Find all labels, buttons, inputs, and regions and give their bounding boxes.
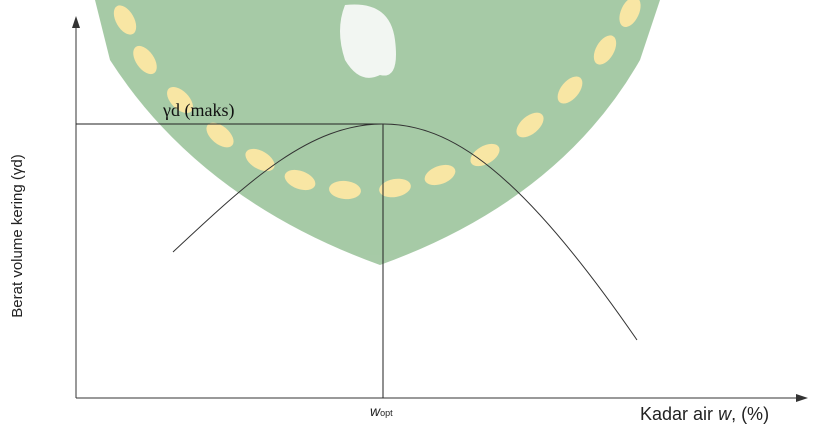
x-axis-arrow <box>796 394 808 402</box>
y-axis-arrow <box>72 16 80 28</box>
y-axis-label: Berat volume kering (γd) <box>9 154 26 317</box>
watermark-shield <box>95 0 660 265</box>
optimum-label: wopt <box>370 403 393 419</box>
watermark-beads <box>113 0 641 200</box>
x-axis-label: Kadar air w, (%) <box>640 404 769 424</box>
x-axis-label-suffix: , (%) <box>731 404 769 424</box>
compaction-curve <box>172 123 638 341</box>
optimum-subscript: opt <box>380 408 393 418</box>
x-axis-label-variable: w <box>718 404 732 424</box>
optimum-symbol: w <box>370 403 381 419</box>
peak-label: γd (maks) <box>162 100 234 121</box>
x-axis-label-prefix: Kadar air <box>640 404 713 424</box>
watermark-emblem <box>340 4 396 78</box>
watermark <box>95 0 660 265</box>
